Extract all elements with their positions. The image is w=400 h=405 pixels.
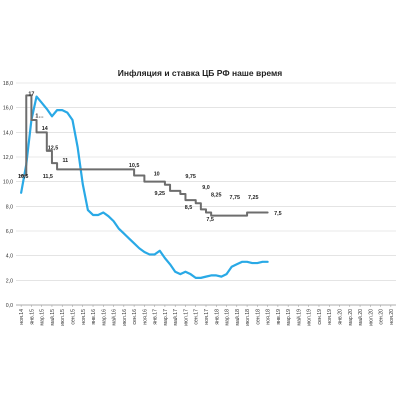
x-tick-label: янв.18	[214, 309, 220, 325]
y-tick-label: 18,0	[3, 81, 13, 87]
data-label: 17	[28, 91, 34, 97]
y-tick-label: 16,0	[3, 106, 13, 112]
data-label: 14	[42, 126, 48, 132]
y-tick-label: 2,0	[6, 278, 13, 284]
x-tick-label: май.20	[357, 309, 364, 326]
data-label: 7,5	[206, 217, 214, 223]
data-label: 7,75	[230, 195, 241, 201]
x-tick-label: янв.16	[91, 309, 97, 325]
x-tick-label: янв.20	[338, 309, 344, 325]
x-tick-label: июл.20	[368, 309, 374, 326]
x-tick-label: янв.19	[276, 309, 282, 325]
data-label: 1…	[35, 114, 43, 120]
data-label: 11	[62, 158, 68, 164]
x-tick-label: май.15	[49, 309, 56, 326]
data-label: 11,5	[43, 174, 53, 180]
x-tick-label: июл.18	[245, 309, 251, 326]
y-tick-label: 10,0	[3, 180, 13, 186]
x-tick-label: мар.18	[225, 309, 231, 326]
x-tick-label: июл.15	[60, 309, 66, 326]
data-label: 10	[154, 172, 160, 178]
data-label: 10,5	[18, 174, 29, 180]
x-tick-label: сен.17	[194, 309, 200, 325]
data-label: 9,25	[155, 191, 166, 197]
x-tick-label: сен.16	[132, 309, 138, 325]
x-tick-label: сен.20	[379, 309, 385, 325]
x-tick-label: июл.19	[307, 309, 313, 326]
y-tick-label: 14,0	[3, 130, 13, 136]
x-tick-label: ноя.15	[81, 309, 87, 325]
x-tick-label: ноя.17	[204, 309, 210, 325]
x-tick-label: сен.15	[70, 309, 76, 325]
y-tick-label: 12,0	[3, 155, 13, 161]
y-tick-label: 0,0	[6, 303, 13, 309]
x-tick-label: май.19	[295, 309, 302, 326]
data-label: 7,5	[274, 211, 282, 217]
x-tick-label: июл.17	[183, 309, 189, 326]
x-tick-label: мар.15	[40, 309, 46, 326]
x-tick-label: май.16	[111, 309, 118, 326]
y-tick-label: 4,0	[6, 254, 13, 260]
x-tick-label: мар.19	[286, 309, 292, 326]
y-tick-label: 6,0	[6, 229, 13, 235]
chart-title: Инфляция и ставка ЦБ РФ наше время	[117, 68, 283, 78]
series-line-inflation	[20, 95, 269, 279]
x-tick-label: мар.20	[348, 309, 354, 326]
x-tick-label: май.18	[234, 309, 241, 326]
data-label: 12,5	[48, 146, 59, 152]
x-tick-label: сен.18	[255, 309, 261, 325]
x-tick-label: май.17	[172, 309, 179, 326]
data-label: 9,75	[185, 174, 196, 180]
x-tick-label: янв.17	[153, 309, 159, 325]
x-tick-label: сен.19	[317, 309, 323, 325]
y-tick-label: 8,0	[6, 204, 13, 210]
data-label: 8,25	[211, 192, 222, 198]
x-tick-label: ноя.18	[266, 309, 272, 325]
x-tick-label: мар.17	[163, 309, 169, 326]
data-label: 8,5	[185, 205, 193, 211]
x-tick-label: янв.15	[29, 309, 35, 325]
x-tick-label: июл.16	[122, 309, 128, 326]
x-tick-label: мар.16	[101, 309, 107, 326]
data-label: 7,25	[248, 195, 259, 201]
x-tick-label: ноя.16	[142, 309, 148, 325]
data-label: 10,5	[129, 163, 140, 169]
data-label: 9,0	[202, 185, 210, 191]
x-tick-label: ноя.19	[327, 309, 333, 325]
x-tick-label: ноя.14	[19, 309, 25, 325]
series-line-key-rate	[20, 94, 269, 217]
x-tick-label: ноя.20	[389, 309, 395, 325]
